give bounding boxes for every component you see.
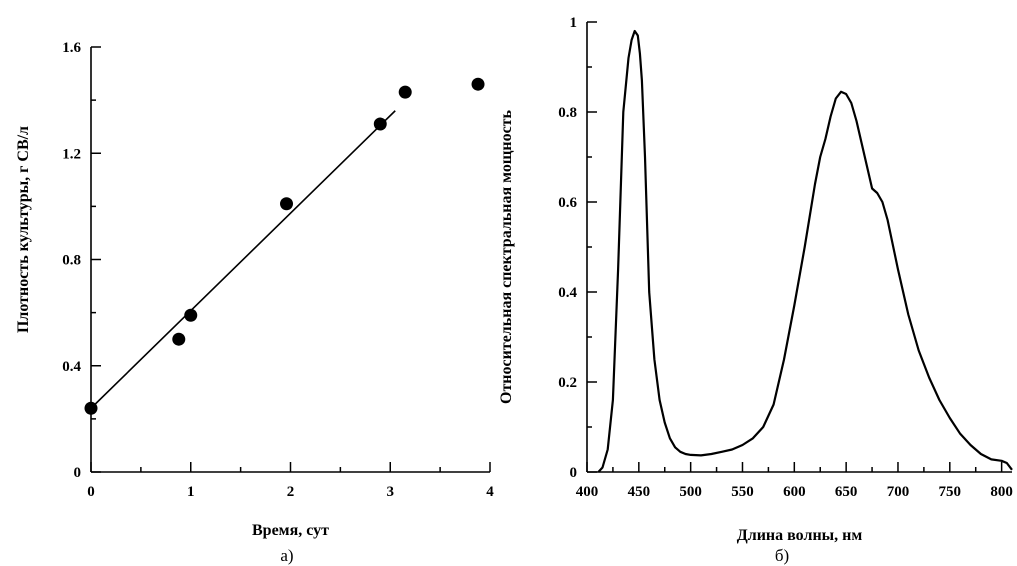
y-tick-label: 1.2 [62,146,81,162]
x-axis-label: Время, сут [252,522,329,539]
y-tick-label: 1 [570,15,578,31]
y-tick-label: 0.8 [558,105,577,121]
data-point [184,308,198,322]
y-tick-label: 0.4 [62,359,81,375]
data-point [84,401,98,415]
x-tick-label: 500 [679,484,702,500]
y-axis-label: Относительная спектральная мощность [498,109,515,404]
y-tick-label: 0.8 [62,253,81,269]
y-tick-label: 0 [570,465,578,481]
x-tick-label: 550 [731,484,754,500]
y-axis-label: Плотность культуры, г СВ/л [15,126,32,333]
data-point [373,117,387,131]
x-tick-label: 600 [783,484,806,500]
x-tick-label: 400 [576,484,599,500]
panel-label: б) [775,546,789,565]
y-tick-label: 1.6 [62,40,81,56]
x-tick-label: 450 [628,484,651,500]
data-point [280,197,294,211]
x-tick-label: 4 [486,484,494,500]
y-tick-label: 0.2 [558,375,577,391]
x-axis-label: Длина волны, нм [737,527,863,544]
x-tick-label: 750 [939,484,962,500]
chart-panel-b: 400 450 500 550 600 650 700 750 800 0 0.2 0.4 0.6 0.8… [498,15,1013,565]
data-point [471,77,485,91]
chart-panel-a: 0 1 2 3 4 0 0.4 0.8 1.2 1.6 Время, сут Плотность … [15,40,494,565]
spectrum-line [597,29,1013,473]
x-tick-label: 1 [187,484,195,500]
data-point [398,85,412,99]
data-point [172,332,186,346]
panel-label: а) [280,546,293,565]
x-tick-label: 700 [887,484,910,500]
x-tick-label: 650 [835,484,858,500]
y-tick-label: 0.6 [558,195,577,211]
x-tick-label: 3 [387,484,395,500]
x-tick-label: 0 [87,484,95,500]
y-tick-label: 0 [74,465,82,481]
x-tick-label: 2 [287,484,295,500]
x-tick-label: 800 [990,484,1013,500]
y-tick-label: 0.4 [558,285,577,301]
regression-line [90,110,396,409]
